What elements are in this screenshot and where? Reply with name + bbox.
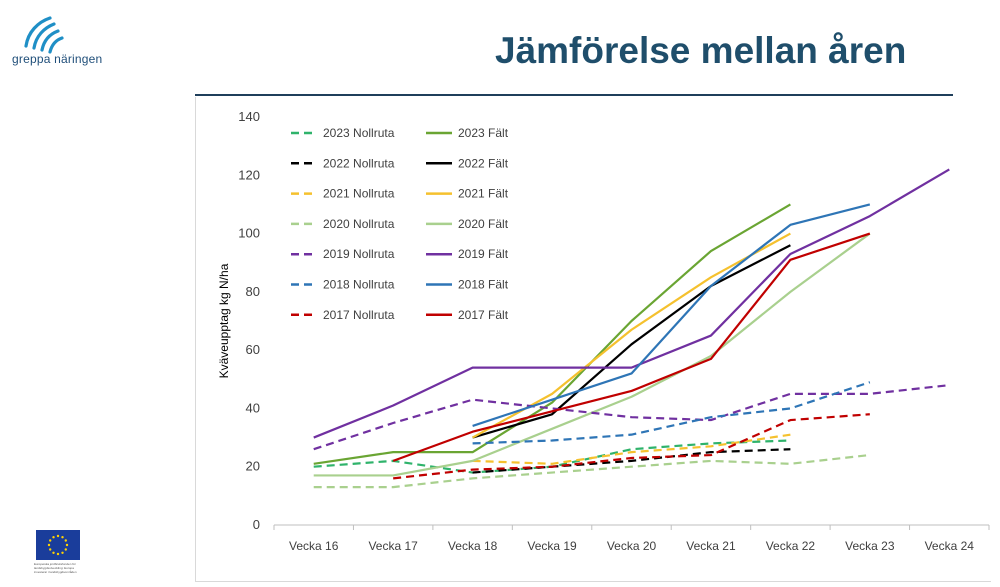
y-tick-label: 100 bbox=[238, 226, 260, 241]
x-tick-label: Vecka 17 bbox=[368, 539, 418, 553]
x-tick-label: Vecka 24 bbox=[925, 539, 975, 553]
legend-label: 2021 Nollruta bbox=[323, 187, 395, 201]
series-line-2019-nollruta bbox=[313, 384, 950, 451]
series-line-2017-nollruta bbox=[393, 413, 870, 480]
eu-caption: Europeiska jordbruksfonden för landsbygd… bbox=[34, 562, 77, 574]
series-line-2018-nollruta bbox=[472, 381, 871, 445]
logo-text: greppa näringen bbox=[12, 52, 103, 66]
series-line-2022-f-lt bbox=[472, 244, 791, 439]
legend-label: 2019 Nollruta bbox=[323, 247, 395, 261]
legend-label: 2020 Nollruta bbox=[323, 217, 395, 231]
eu-star bbox=[49, 548, 52, 551]
eu-star bbox=[52, 551, 55, 554]
series-line-2020-nollruta bbox=[313, 453, 870, 489]
y-axis-label: Kväveupptag kg N/ha bbox=[217, 263, 231, 378]
legend-label: 2020 Fält bbox=[458, 217, 509, 231]
y-tick-label: 120 bbox=[238, 167, 260, 182]
y-tick-label: 40 bbox=[246, 400, 260, 415]
series-line-2023-f-lt bbox=[313, 203, 791, 465]
eu-star bbox=[49, 539, 52, 542]
x-tick-label: Vecka 23 bbox=[845, 539, 895, 553]
eu-star bbox=[64, 548, 67, 551]
legend-label: 2018 Fält bbox=[458, 278, 509, 292]
series-line-2021-nollruta bbox=[472, 433, 791, 465]
series-line-2020-f-lt bbox=[313, 232, 871, 477]
y-tick-label: 60 bbox=[246, 342, 260, 357]
eu-star bbox=[64, 539, 67, 542]
legend-label: 2017 Nollruta bbox=[323, 308, 395, 322]
y-tick-label: 80 bbox=[246, 284, 260, 299]
series-line-2017-f-lt bbox=[392, 232, 871, 462]
eu-star bbox=[61, 551, 64, 554]
chart-frame: 0 20 40 60 80 100 120 140 Vecka 16 Vecka 17 Vecka… bbox=[195, 97, 991, 582]
eu-star bbox=[61, 536, 64, 539]
legend-label: 2018 Nollruta bbox=[323, 278, 395, 292]
x-tick-label: Vecka 21 bbox=[686, 539, 736, 553]
greppa-naringen-logo bbox=[24, 16, 64, 54]
eu-star bbox=[56, 534, 60, 538]
y-tick-label: 20 bbox=[246, 459, 260, 474]
legend-label: 2023 Nollruta bbox=[323, 126, 395, 140]
title-divider bbox=[195, 94, 953, 96]
x-tick-label: Vecka 22 bbox=[766, 539, 816, 553]
eu-flag-icon bbox=[36, 530, 80, 560]
legend-label: 2019 Fält bbox=[458, 247, 509, 261]
eu-star bbox=[65, 543, 69, 547]
eu-star bbox=[56, 552, 60, 556]
legend-label: 2022 Fält bbox=[458, 156, 509, 170]
y-axis-ticks: 0 20 40 60 80 100 120 140 bbox=[238, 109, 260, 532]
eu-star bbox=[52, 536, 55, 539]
x-tick-label: Vecka 18 bbox=[448, 539, 498, 553]
y-tick-label: 140 bbox=[238, 109, 260, 124]
series-lines bbox=[313, 168, 950, 489]
y-tick-label: 0 bbox=[253, 517, 260, 532]
slide-title: Jämförelse mellan åren bbox=[495, 30, 907, 71]
x-tick-label: Vecka 19 bbox=[527, 539, 577, 553]
legend-label: 2022 Nollruta bbox=[323, 156, 395, 170]
series-line-2018-f-lt bbox=[472, 203, 871, 427]
legend-label: 2021 Fält bbox=[458, 187, 509, 201]
legend-label: 2023 Fält bbox=[458, 126, 509, 140]
legend: 2023 Nollruta 2023 Fält 2022 Nollruta 2022 … bbox=[291, 126, 509, 322]
x-axis-ticks: Vecka 16 Vecka 17 Vecka 18 Vecka 19 Vecka 20… bbox=[273, 525, 990, 553]
legend-label: 2017 Fält bbox=[458, 308, 509, 322]
series-line-2021-f-lt bbox=[472, 232, 791, 439]
x-tick-label: Vecka 16 bbox=[289, 539, 339, 553]
series-line-2019-f-lt bbox=[313, 168, 950, 439]
eu-star bbox=[47, 543, 51, 547]
x-tick-label: Vecka 20 bbox=[607, 539, 657, 553]
